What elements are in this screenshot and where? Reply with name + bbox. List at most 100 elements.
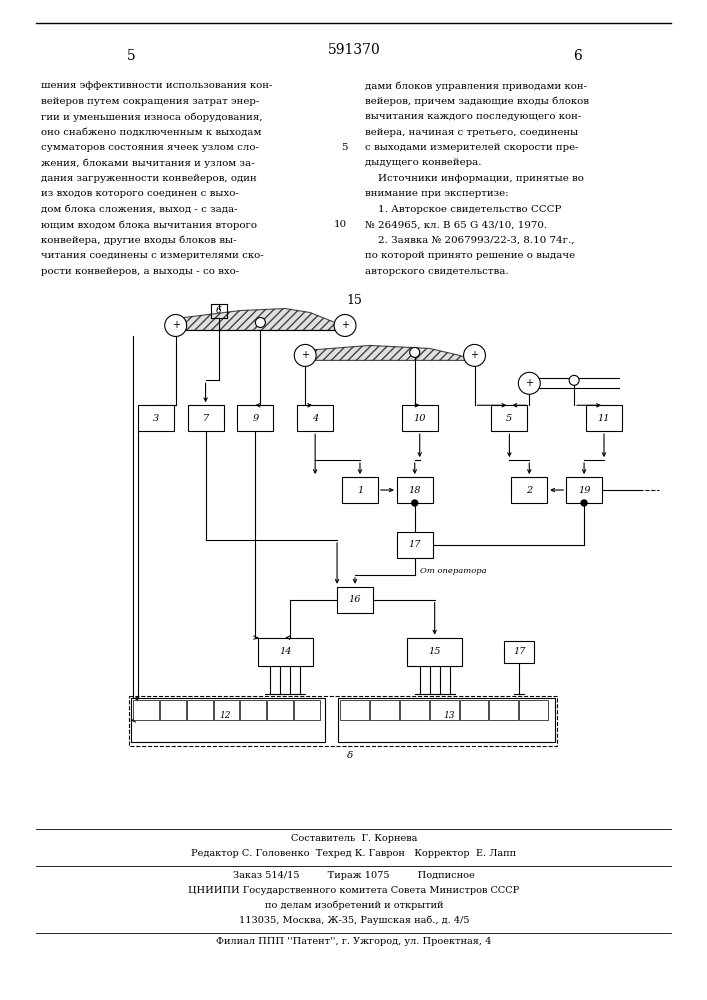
Bar — [397, 477, 433, 503]
Text: От оператора: От оператора — [420, 567, 486, 575]
Text: 1. Авторское свидетельство СССР: 1. Авторское свидетельство СССР — [365, 205, 561, 214]
Text: 1: 1 — [357, 486, 363, 495]
Circle shape — [581, 500, 587, 506]
Text: +: + — [341, 320, 349, 330]
Text: 5: 5 — [341, 143, 347, 152]
Text: 6: 6 — [573, 49, 581, 63]
Text: 2. Заявка № 2067993/22-3, 8.10 74г.,: 2. Заявка № 2067993/22-3, 8.10 74г., — [365, 236, 575, 245]
Text: дами блоков управления приводами кон-: дами блоков управления приводами кон- — [365, 81, 587, 91]
Text: 14: 14 — [279, 647, 291, 656]
Text: ющим входом блока вычитания второго: ющим входом блока вычитания второго — [41, 220, 257, 230]
Bar — [294, 700, 320, 720]
Circle shape — [569, 375, 579, 385]
Polygon shape — [176, 309, 345, 330]
Text: Составитель  Г. Корнева: Составитель Г. Корнева — [291, 834, 417, 843]
Text: +: + — [172, 320, 180, 330]
Text: +: + — [471, 350, 479, 360]
Text: 6: 6 — [216, 306, 221, 315]
Text: 3: 3 — [153, 414, 159, 423]
Bar — [214, 700, 240, 720]
Circle shape — [410, 347, 420, 357]
Text: 15: 15 — [346, 294, 362, 307]
Circle shape — [334, 315, 356, 336]
Bar — [407, 638, 462, 666]
Bar — [138, 405, 174, 431]
Text: дыдущего конвейера.: дыдущего конвейера. — [365, 158, 481, 167]
Text: дом блока сложения, выход - с зада-: дом блока сложения, выход - с зада- — [41, 205, 238, 214]
Bar — [133, 700, 159, 720]
Bar — [267, 700, 293, 720]
Bar — [491, 405, 527, 431]
Text: 13: 13 — [444, 711, 455, 720]
Text: ЦНИИПИ Государственного комитета Совета Министров СССР: ЦНИИПИ Государственного комитета Совета … — [188, 886, 520, 895]
Bar — [400, 700, 428, 720]
Circle shape — [464, 344, 486, 366]
Text: читания соединены с измерителями ско-: читания соединены с измерителями ско- — [41, 251, 264, 260]
Text: по которой принято решение о выдаче: по которой принято решение о выдаче — [365, 251, 575, 260]
Text: +: + — [301, 350, 309, 360]
Text: 5: 5 — [127, 49, 135, 63]
Bar — [460, 700, 489, 720]
Text: δ: δ — [347, 751, 353, 760]
Bar — [342, 477, 378, 503]
Text: дания загруженности конвейеров, один: дания загруженности конвейеров, один — [41, 174, 257, 183]
Bar — [129, 696, 557, 746]
Text: 10: 10 — [334, 220, 346, 229]
Text: Редактор С. Головенко  Техред К. Гаврон   Корректор  Е. Лапп: Редактор С. Головенко Техред К. Гаврон К… — [192, 849, 517, 858]
Text: авторского свидетельства.: авторского свидетельства. — [365, 267, 508, 276]
Text: вычитания каждого последующего кон-: вычитания каждого последующего кон- — [365, 112, 581, 121]
Bar — [297, 405, 333, 431]
Bar — [370, 700, 399, 720]
Bar — [187, 405, 223, 431]
Bar — [258, 638, 312, 666]
Bar — [337, 587, 373, 613]
Text: 11: 11 — [597, 414, 610, 423]
Text: вейера, начиная с третьего, соединены: вейера, начиная с третьего, соединены — [365, 128, 578, 137]
Bar — [338, 698, 555, 742]
Text: 4: 4 — [312, 414, 318, 423]
Polygon shape — [305, 345, 474, 360]
Bar — [160, 700, 186, 720]
Text: Филиал ППП ''Патент'', г. Ужгород, ул. Проектная, 4: Филиал ППП ''Патент'', г. Ужгород, ул. П… — [216, 937, 491, 946]
Bar — [131, 698, 325, 742]
Bar — [397, 532, 433, 558]
Bar — [240, 700, 267, 720]
Text: гии и уменьшения износа оборудования,: гии и уменьшения износа оборудования, — [41, 112, 263, 122]
Text: Источники информации, принятые во: Источники информации, принятые во — [365, 174, 584, 183]
Text: вейеров путем сокращения затрат энер-: вейеров путем сокращения затрат энер- — [41, 97, 259, 106]
Circle shape — [411, 500, 418, 506]
Text: шения эффективности использования кон-: шения эффективности использования кон- — [41, 81, 273, 90]
Text: 12: 12 — [220, 711, 231, 720]
Circle shape — [294, 344, 316, 366]
Bar — [187, 700, 213, 720]
Bar — [238, 405, 274, 431]
Bar — [430, 700, 459, 720]
Text: вейеров, причем задающие входы блоков: вейеров, причем задающие входы блоков — [365, 97, 589, 106]
Bar — [586, 405, 622, 431]
Text: +: + — [525, 378, 533, 388]
Text: 591370: 591370 — [327, 43, 380, 57]
Text: по делам изобретений и открытий: по делам изобретений и открытий — [264, 901, 443, 910]
Text: внимание при экспертизе:: внимание при экспертизе: — [365, 189, 508, 198]
Text: 5: 5 — [506, 414, 513, 423]
Text: Заказ 514/15         Тираж 1075         Подписное: Заказ 514/15 Тираж 1075 Подписное — [233, 871, 475, 880]
Text: 113035, Москва, Ж-35, Раушская наб., д. 4/5: 113035, Москва, Ж-35, Раушская наб., д. … — [239, 916, 469, 925]
Text: 19: 19 — [578, 486, 590, 495]
Text: 15: 15 — [428, 647, 441, 656]
Text: 17: 17 — [409, 540, 421, 549]
Bar — [402, 405, 438, 431]
Circle shape — [165, 315, 187, 336]
Text: из входов которого соединен с выхо-: из входов которого соединен с выхо- — [41, 189, 239, 198]
Text: оно снабжено подключенным к выходам: оно снабжено подключенным к выходам — [41, 128, 262, 137]
Text: 2: 2 — [526, 486, 532, 495]
Text: 16: 16 — [349, 595, 361, 604]
Bar — [520, 700, 548, 720]
Text: 10: 10 — [414, 414, 426, 423]
Text: 17: 17 — [513, 647, 525, 656]
Text: жения, блоками вычитания и узлом за-: жения, блоками вычитания и узлом за- — [41, 158, 255, 168]
Text: конвейера, другие входы блоков вы-: конвейера, другие входы блоков вы- — [41, 236, 237, 245]
Text: 18: 18 — [409, 486, 421, 495]
Circle shape — [255, 318, 265, 327]
Text: № 264965, кл. В 65 G 43/10, 1970.: № 264965, кл. В 65 G 43/10, 1970. — [365, 220, 547, 229]
Bar — [511, 477, 547, 503]
